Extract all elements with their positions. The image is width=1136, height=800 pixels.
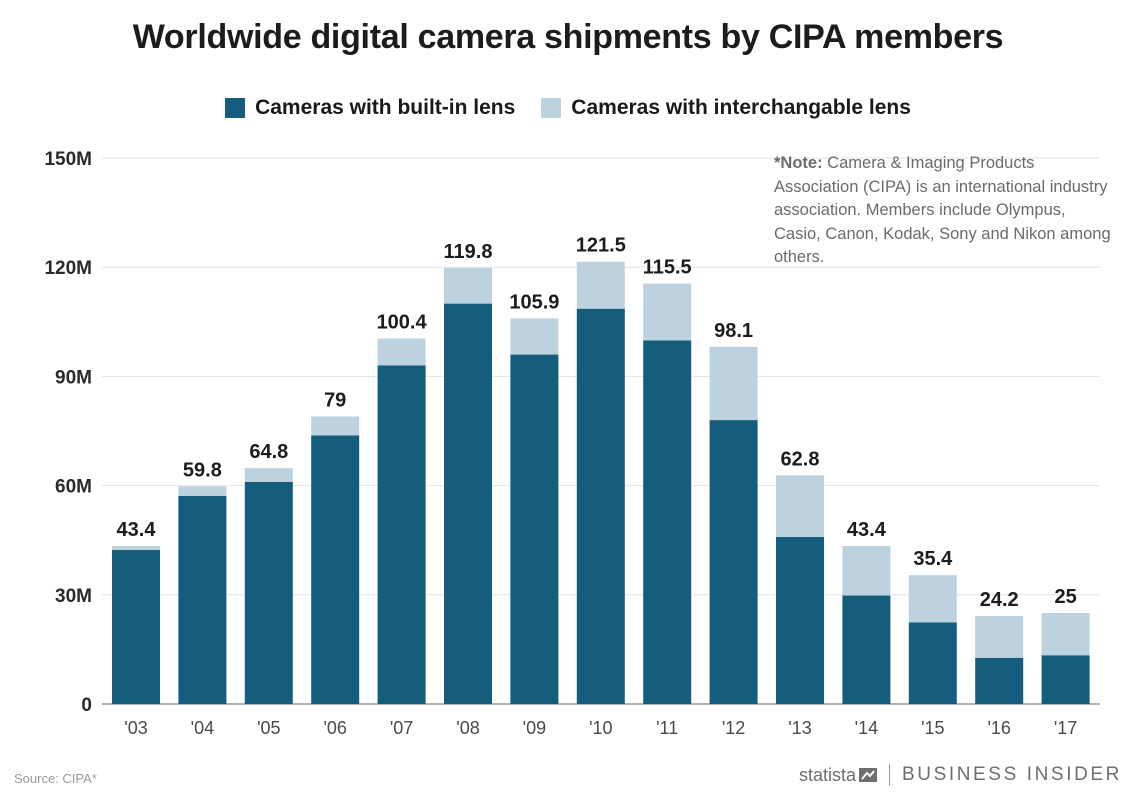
y-tick-label: 150M [44, 149, 92, 170]
data-label-total: 79 [324, 389, 346, 411]
data-label-total: 62.8 [781, 448, 820, 470]
x-tick-label: '07 [390, 718, 413, 738]
bar-built-in-lens [908, 622, 957, 704]
data-label-total: 119.8 [444, 241, 493, 263]
bar-interchangeable-lens [709, 346, 758, 421]
y-tick-label: 60M [55, 477, 92, 498]
bar-interchangeable-lens [643, 283, 692, 341]
x-tick-label: '08 [456, 718, 479, 738]
bar-built-in-lens [244, 481, 293, 704]
legend-label-built-in: Cameras with built-in lens [255, 96, 516, 119]
bar-built-in-lens [776, 536, 824, 704]
x-tick-label: '15 [921, 718, 944, 738]
data-label-total: 105.9 [509, 292, 559, 314]
chart-note: *Note: Camera & Imaging Products Associa… [774, 152, 1114, 270]
bar-built-in-lens [444, 303, 492, 704]
bar-interchangeable-lens [311, 416, 360, 436]
x-tick-label: '11 [656, 718, 678, 738]
legend-swatch-interchangeable [541, 98, 562, 118]
y-tick-label: 30M [55, 586, 92, 607]
y-tick-label: 90M [55, 367, 92, 388]
legend-item-interchangeable: Cameras with interchangable lens [541, 96, 911, 120]
statista-mark-icon [858, 768, 877, 782]
note-prefix: *Note: [774, 154, 823, 172]
x-tick-label: '05 [257, 718, 280, 738]
bar-interchangeable-lens [776, 475, 824, 537]
statista-wordmark: statista [798, 764, 856, 785]
bar-interchangeable-lens [112, 546, 160, 551]
data-label-total: 98.1 [714, 320, 753, 342]
bar-built-in-lens [576, 308, 625, 704]
bar-interchangeable-lens [244, 468, 293, 482]
x-tick-label: '14 [855, 718, 878, 738]
x-tick-label: '09 [523, 718, 546, 738]
x-tick-label: '03 [124, 718, 147, 738]
data-label-total: 64.8 [249, 441, 288, 463]
bar-built-in-lens [510, 354, 559, 704]
bar-interchangeable-lens [975, 615, 1024, 658]
x-tick-label: '16 [987, 718, 1010, 738]
bar-interchangeable-lens [1041, 613, 1090, 656]
data-label-total: 24.2 [980, 589, 1019, 611]
statista-logo: statista [799, 765, 877, 786]
bar-interchangeable-lens [377, 338, 426, 366]
data-label-total: 43.4 [117, 519, 157, 541]
bar-interchangeable-lens [178, 486, 227, 496]
bar-built-in-lens [311, 435, 360, 704]
bar-interchangeable-lens [576, 261, 625, 309]
y-tick-label: 120M [44, 258, 92, 279]
bar-built-in-lens [975, 657, 1024, 704]
footer-divider [888, 764, 890, 786]
x-tick-label: '10 [589, 718, 612, 738]
bar-built-in-lens [709, 420, 758, 704]
data-label-total: 121.5 [576, 235, 626, 257]
note-text: Camera & Imaging Products Association (C… [774, 154, 1111, 266]
legend: Cameras with built-in lens Cameras with … [0, 96, 1136, 120]
bar-interchangeable-lens [842, 546, 891, 596]
x-tick-label: '17 [1054, 718, 1077, 738]
bar-interchangeable-lens [908, 575, 957, 623]
bar-built-in-lens [112, 550, 160, 704]
data-label-total: 100.4 [377, 312, 428, 334]
bar-interchangeable-lens [444, 267, 492, 304]
data-label-total: 25 [1054, 586, 1076, 608]
bar-interchangeable-lens [510, 318, 559, 355]
x-tick-label: '06 [323, 718, 346, 738]
legend-label-interchangeable: Cameras with interchangable lens [571, 96, 911, 119]
data-label-total: 115.5 [643, 257, 692, 279]
y-tick-label: 0 [81, 695, 92, 716]
data-label-total: 43.4 [847, 519, 887, 541]
x-tick-label: '12 [722, 718, 745, 738]
legend-swatch-built-in [225, 98, 246, 118]
chart-title: Worldwide digital camera shipments by CI… [132, 18, 1004, 56]
bar-built-in-lens [1041, 655, 1090, 704]
bar-built-in-lens [842, 595, 891, 704]
source-label: Source: CIPA* [14, 771, 97, 786]
x-tick-label: '04 [191, 718, 214, 738]
business-insider-logo: BUSINESS INSIDER [901, 764, 1122, 785]
data-label-total: 59.8 [183, 459, 222, 481]
bar-built-in-lens [178, 495, 227, 704]
footer-branding: statista BUSINESS INSIDER [799, 764, 1122, 786]
bar-built-in-lens [643, 340, 692, 704]
bar-built-in-lens [377, 365, 426, 704]
data-label-total: 35.4 [913, 548, 953, 570]
x-tick-label: '13 [788, 718, 811, 738]
legend-item-built-in: Cameras with built-in lens [225, 96, 515, 120]
